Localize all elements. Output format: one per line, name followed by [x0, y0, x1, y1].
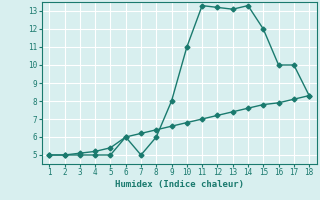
- X-axis label: Humidex (Indice chaleur): Humidex (Indice chaleur): [115, 180, 244, 189]
